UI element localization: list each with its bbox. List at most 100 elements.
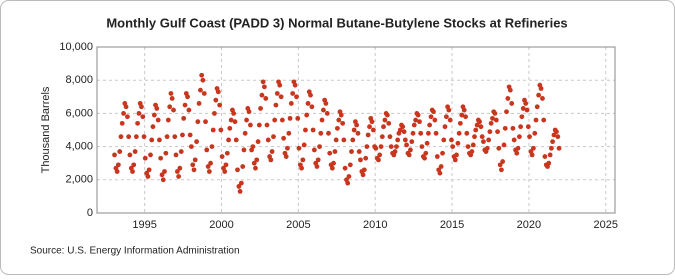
point <box>527 134 532 140</box>
point <box>310 127 316 133</box>
point <box>263 96 269 101</box>
point <box>255 139 261 145</box>
x-tick-label: 1995 <box>132 219 156 231</box>
point <box>388 144 394 150</box>
point <box>452 157 458 163</box>
point <box>360 172 366 178</box>
point <box>373 145 379 151</box>
point <box>525 124 531 130</box>
point <box>490 115 495 121</box>
point <box>190 162 196 168</box>
point <box>332 149 338 154</box>
point <box>168 91 174 96</box>
point <box>349 149 354 154</box>
point <box>286 130 292 136</box>
point <box>392 149 398 154</box>
point <box>296 145 302 151</box>
point <box>364 144 370 150</box>
point <box>174 169 180 174</box>
point <box>112 152 117 158</box>
point <box>382 117 388 123</box>
point <box>186 107 192 113</box>
point <box>504 109 509 115</box>
point <box>424 140 430 146</box>
point <box>443 114 449 120</box>
point <box>529 152 535 158</box>
point <box>248 122 253 128</box>
point <box>271 134 276 140</box>
point <box>123 104 129 110</box>
point <box>318 130 324 136</box>
point <box>132 149 138 154</box>
point <box>496 145 502 151</box>
point <box>133 134 139 140</box>
point <box>345 180 351 186</box>
point <box>139 104 144 110</box>
point <box>292 82 298 88</box>
point <box>208 160 213 166</box>
point <box>324 111 330 116</box>
point <box>370 127 376 133</box>
point <box>477 119 482 125</box>
point <box>541 117 547 123</box>
point <box>199 72 205 78</box>
point <box>400 124 406 130</box>
point <box>274 91 280 96</box>
point <box>502 125 508 131</box>
point <box>224 150 230 156</box>
point <box>213 97 219 103</box>
point <box>336 117 342 123</box>
point <box>454 152 459 158</box>
point <box>431 109 436 115</box>
point <box>242 130 248 136</box>
point <box>440 150 445 156</box>
point <box>226 137 231 143</box>
point <box>260 79 266 85</box>
x-tick-label: 2025 <box>594 219 618 231</box>
point <box>461 107 467 113</box>
point <box>555 134 561 140</box>
point <box>150 124 156 130</box>
point <box>180 132 185 138</box>
y-tick-label: 4,000 <box>65 141 93 153</box>
point <box>434 154 440 159</box>
point <box>300 157 306 163</box>
point <box>127 152 133 158</box>
point <box>542 154 548 159</box>
point <box>410 130 416 136</box>
point <box>329 165 335 171</box>
point <box>457 120 463 126</box>
point <box>367 124 372 130</box>
point <box>135 120 140 126</box>
point <box>538 86 544 91</box>
point <box>507 87 513 93</box>
point <box>386 120 392 126</box>
point <box>495 129 500 135</box>
point <box>309 104 315 110</box>
point <box>333 137 339 143</box>
plot-area <box>96 46 616 214</box>
point <box>273 102 279 108</box>
point <box>479 134 485 140</box>
point <box>269 149 275 154</box>
point <box>501 142 507 148</box>
point <box>401 129 407 135</box>
point <box>294 94 299 100</box>
point <box>488 120 494 126</box>
point <box>433 130 439 136</box>
point <box>459 112 465 118</box>
point <box>351 127 357 133</box>
point <box>500 159 506 164</box>
point <box>250 144 256 150</box>
point <box>222 169 228 174</box>
point <box>154 106 160 111</box>
point <box>254 157 260 163</box>
point <box>114 169 120 174</box>
point <box>308 92 313 98</box>
point <box>446 107 452 113</box>
point <box>301 142 307 148</box>
point <box>455 140 461 146</box>
point <box>510 125 516 131</box>
point <box>182 102 188 108</box>
point <box>469 149 475 154</box>
